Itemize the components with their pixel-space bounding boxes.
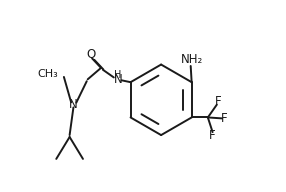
Text: N: N	[69, 98, 78, 111]
Text: F: F	[215, 95, 222, 108]
Text: F: F	[221, 112, 227, 125]
Text: F: F	[209, 129, 216, 142]
Text: H: H	[114, 70, 121, 79]
Text: N: N	[114, 73, 122, 86]
Text: O: O	[86, 48, 95, 61]
Text: NH₂: NH₂	[180, 53, 203, 66]
Text: CH₃: CH₃	[37, 69, 58, 79]
